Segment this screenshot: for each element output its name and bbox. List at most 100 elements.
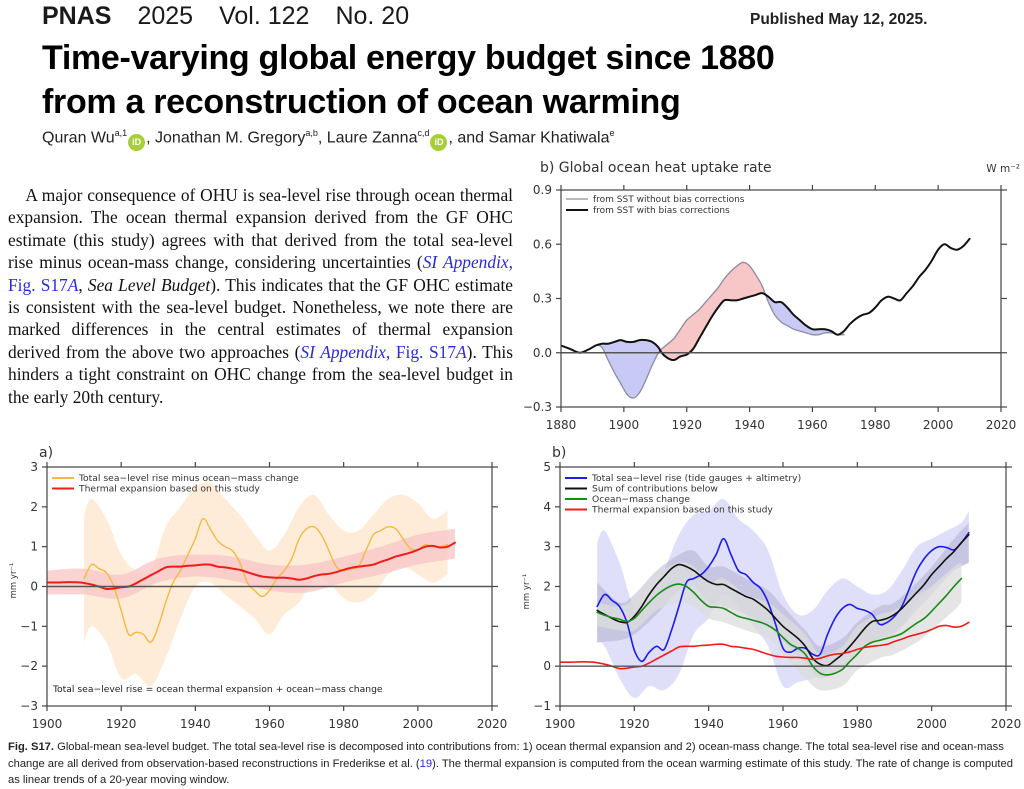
caption-text: Global-mean sea-level budget. The total … <box>8 741 1004 770</box>
x-tick-label: 1980 <box>842 717 873 731</box>
legend-label: Thermal expansion based on this study <box>591 505 773 516</box>
orcid-icon[interactable]: iD <box>430 134 448 152</box>
title-line-1: Time-varying global energy budget since … <box>42 39 775 77</box>
y-axis-label: mm yr⁻¹ <box>9 563 19 599</box>
plot-area <box>560 498 970 699</box>
legend-label: from SST with bias corrections <box>593 206 730 216</box>
series-line-0 <box>561 261 845 399</box>
link-text: , Fig. S17 <box>385 341 457 362</box>
body-text-segment: , <box>78 274 88 295</box>
link-letter: A <box>67 274 79 295</box>
author-name[interactable]: Laure Zanna <box>326 129 418 147</box>
journal-year: 2025 <box>137 2 194 30</box>
x-tick-label: 1960 <box>768 717 799 731</box>
y-tick-label: −1 <box>20 619 38 633</box>
legend-label: Thermal expansion based on this study <box>78 484 260 495</box>
legend-label: Total sea−level rise minus ocean−mass ch… <box>78 473 299 484</box>
author-separator: , <box>146 129 156 147</box>
x-tick-label: 1940 <box>734 418 765 432</box>
y-tick-label: 0 <box>30 580 38 594</box>
y-tick-label: 2 <box>543 580 551 594</box>
plot-area <box>47 482 456 687</box>
author-separator: , <box>317 129 327 147</box>
y-tick-label: 1 <box>543 619 551 633</box>
author-name[interactable]: Samar Khatiwala <box>488 129 610 147</box>
x-tick-label: 1900 <box>609 418 640 432</box>
y-tick-label: 0.9 <box>533 183 552 197</box>
x-tick-label: 2020 <box>986 418 1017 432</box>
x-tick-label: 2020 <box>991 717 1022 731</box>
x-tick-label: 1940 <box>180 717 211 731</box>
y-axis-label: mm yr⁻¹ <box>522 574 532 610</box>
y-tick-label: 3 <box>543 540 551 554</box>
body-paragraph: A major consequence of OHU is sea-level … <box>8 184 513 408</box>
y-tick-label: 2 <box>30 500 38 514</box>
x-tick-label: 2000 <box>403 717 434 731</box>
x-tick-label: 1980 <box>860 418 891 432</box>
x-tick-label: 1900 <box>32 717 63 731</box>
y-tick-label: 4 <box>543 500 551 514</box>
fill-cooler-region <box>766 295 844 335</box>
y-tick-label: 3 <box>30 460 38 474</box>
title-line-2: from a reconstruction of ocean warming <box>42 83 681 121</box>
series-line-0 <box>596 531 970 663</box>
author-list: Quran Wua,1iD, Jonathan M. Gregorya,b, L… <box>42 128 615 152</box>
caption-label: Fig. S17. <box>8 741 55 753</box>
uncertainty-band-2 <box>597 562 962 691</box>
x-tick-label: 1920 <box>106 717 137 731</box>
uncertainty-band-1 <box>47 528 455 599</box>
si-appendix-link[interactable]: SI Appendix, Fig. S17A <box>300 342 466 362</box>
body-text-segment: ). This hinders a tight constraint on OH… <box>8 341 513 407</box>
series-line-1 <box>596 533 970 667</box>
x-tick-label: 1980 <box>328 717 359 731</box>
chart-a: 1900 1920 1940 1960 1980 2000 2020 −3 −2 −1 0 1 2 3a)… <box>9 445 507 731</box>
chart-title: b) <box>552 445 566 461</box>
author-name[interactable]: Quran Wu <box>42 129 115 147</box>
link-letter: A <box>456 341 467 362</box>
body-text-segment: ). This indicates that the GF OHC estima… <box>8 274 513 362</box>
uncertainty-band-0 <box>597 498 969 699</box>
orcid-icon[interactable]: iD <box>128 134 146 152</box>
author-name[interactable]: Jonathan M. Gregory <box>155 129 306 147</box>
x-tick-label: 1880 <box>546 418 577 432</box>
chart-title: b) Global ocean heat uptake rate <box>540 160 772 176</box>
chart-units: W m⁻² <box>986 163 1020 175</box>
x-tick-label: 1960 <box>254 717 285 731</box>
chart-ohu: 1880 1900 1920 1940 1960 1980 2000 2020 −0.3 0.0 0… <box>523 160 1020 432</box>
link-text: , Fig. S17 <box>8 252 513 295</box>
body-text-segment: A major consequence of OHU is sea-level … <box>8 185 513 273</box>
legend-label: Total sea−level rise (tide gauges + alti… <box>591 473 801 484</box>
x-tick-label: 1900 <box>545 717 576 731</box>
series-line-0 <box>83 517 449 644</box>
author-affiliation: a,b <box>305 128 318 138</box>
y-tick-label: −1 <box>533 699 551 713</box>
y-tick-label: 0.6 <box>533 237 552 251</box>
y-tick-label: 1 <box>30 540 38 554</box>
y-tick-label: 0.0 <box>533 346 552 360</box>
sea-level-budget-italic: Sea Level Budget <box>87 274 211 295</box>
fill-warmer-region <box>661 262 766 360</box>
plot-area <box>561 237 971 399</box>
published-date: Published May 12, 2025. <box>750 11 928 28</box>
author-affiliation: e <box>609 128 615 138</box>
si-appendix-link[interactable]: SI Appendix, Fig. S17A <box>8 252 513 294</box>
legend-label: from SST without bias corrections <box>593 195 745 205</box>
x-tick-label: 2000 <box>916 717 947 731</box>
y-tick-label: 0.3 <box>533 292 552 306</box>
x-tick-label: 1920 <box>671 418 702 432</box>
chart-annotation: Total sea−level rise = ocean thermal exp… <box>52 684 383 695</box>
legend-label: Ocean−mass change <box>592 494 690 505</box>
y-tick-label: −2 <box>20 659 38 673</box>
author-affiliation: c,d <box>417 128 430 138</box>
reference-link[interactable]: 19 <box>419 757 433 770</box>
link-italic: SI Appendix <box>422 252 509 273</box>
article-title: Time-varying global energy budget since … <box>42 36 775 124</box>
link-italic: SI Appendix <box>300 341 386 362</box>
journal-info: PNAS 2025 Vol. 122 No. 20 <box>42 2 435 31</box>
x-tick-label: 1960 <box>797 418 828 432</box>
x-tick-label: 1920 <box>619 717 650 731</box>
y-tick-label: −0.3 <box>523 400 552 414</box>
legend-label: Sum of contributions below <box>592 484 718 495</box>
caption-text: ). The thermal expansion is computed fro… <box>8 757 1013 787</box>
